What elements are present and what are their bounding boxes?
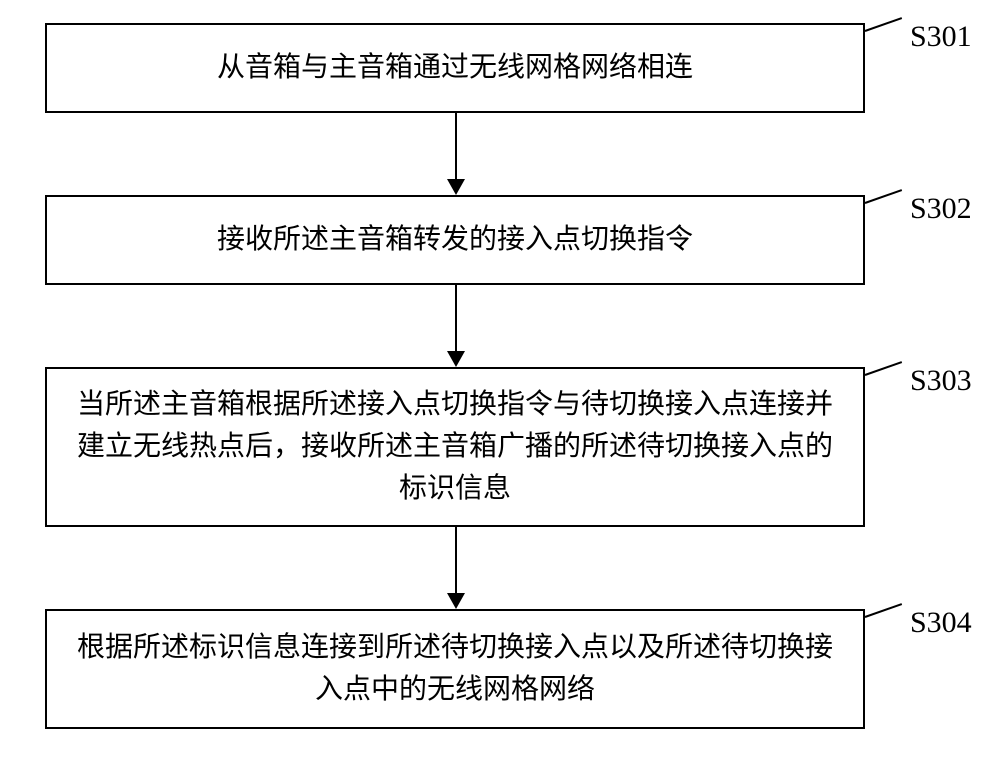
flow-step-text: 接收所述主音箱转发的接入点切换指令	[67, 219, 843, 261]
flow-step-text: 根据所述标识信息连接到所述待切换接入点以及所述待切换接入点中的无线网格网络	[77, 627, 833, 711]
arrow-S302-S303	[455, 285, 457, 353]
flow-step-text: 当所述主音箱根据所述接入点切换指令与待切换接入点连接并建立无线热点后，接收所述主…	[77, 384, 833, 510]
flow-step-S304: 根据所述标识信息连接到所述待切换接入点以及所述待切换接入点中的无线网格网络	[45, 609, 865, 729]
step-label-S303: S303	[910, 364, 972, 398]
arrow-head-icon	[447, 179, 465, 195]
arrow-head-icon	[447, 351, 465, 367]
flow-step-S303: 当所述主音箱根据所述接入点切换指令与待切换接入点连接并建立无线热点后，接收所述主…	[45, 367, 865, 527]
flow-step-text: 从音箱与主音箱通过无线网格网络相连	[67, 47, 843, 89]
step-label-S301: S301	[910, 20, 972, 54]
step-label-S302: S302	[910, 192, 972, 226]
flow-step-S301: 从音箱与主音箱通过无线网格网络相连	[45, 23, 865, 113]
arrow-S303-S304	[455, 527, 457, 595]
step-label-S304: S304	[910, 606, 972, 640]
arrow-S301-S302	[455, 113, 457, 181]
arrow-head-icon	[447, 593, 465, 609]
flow-step-S302: 接收所述主音箱转发的接入点切换指令	[45, 195, 865, 285]
